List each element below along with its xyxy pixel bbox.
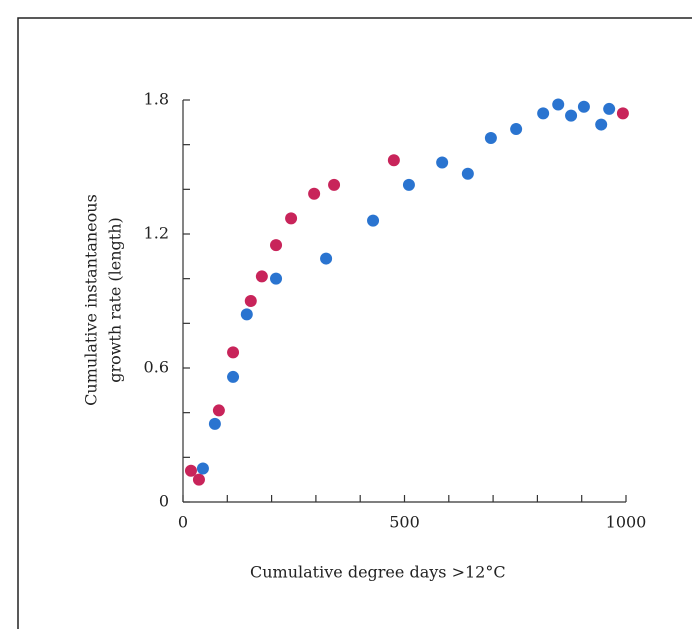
point bbox=[244, 295, 257, 307]
x-tick-label: 500 bbox=[389, 513, 420, 532]
point bbox=[510, 123, 523, 136]
point bbox=[616, 107, 629, 120]
point bbox=[227, 346, 240, 359]
point bbox=[308, 187, 321, 200]
point bbox=[552, 98, 565, 111]
point bbox=[255, 270, 268, 283]
point bbox=[367, 214, 380, 227]
point bbox=[595, 118, 608, 131]
point bbox=[227, 370, 240, 383]
point bbox=[270, 239, 283, 252]
point bbox=[184, 464, 197, 477]
point bbox=[436, 156, 449, 169]
point bbox=[565, 109, 578, 122]
x-tick-label: 1000 bbox=[606, 513, 647, 532]
point bbox=[537, 107, 550, 120]
point bbox=[387, 154, 400, 167]
point bbox=[240, 308, 253, 321]
point bbox=[285, 212, 298, 225]
x-axis-label: Cumulative degree days >12°C bbox=[250, 563, 506, 582]
point bbox=[402, 178, 415, 191]
y-axis-label: Cumulative instantaneous bbox=[82, 194, 101, 406]
point bbox=[461, 167, 474, 180]
point bbox=[208, 417, 221, 430]
point bbox=[196, 462, 209, 475]
point bbox=[577, 100, 590, 113]
point bbox=[328, 178, 341, 191]
point bbox=[484, 131, 497, 144]
y-tick-label: 0.6 bbox=[144, 358, 169, 377]
point bbox=[270, 272, 283, 285]
y-tick-label: 1.8 bbox=[144, 90, 169, 109]
point bbox=[192, 473, 205, 486]
y-axis-label: growth rate (length) bbox=[106, 217, 125, 383]
point bbox=[603, 102, 616, 115]
point bbox=[320, 252, 333, 265]
frame bbox=[17, 17, 692, 629]
point bbox=[212, 404, 225, 417]
y-tick-label: 0 bbox=[159, 492, 169, 511]
y-tick-label: 1.2 bbox=[144, 224, 169, 243]
x-tick-label: 0 bbox=[178, 513, 188, 532]
